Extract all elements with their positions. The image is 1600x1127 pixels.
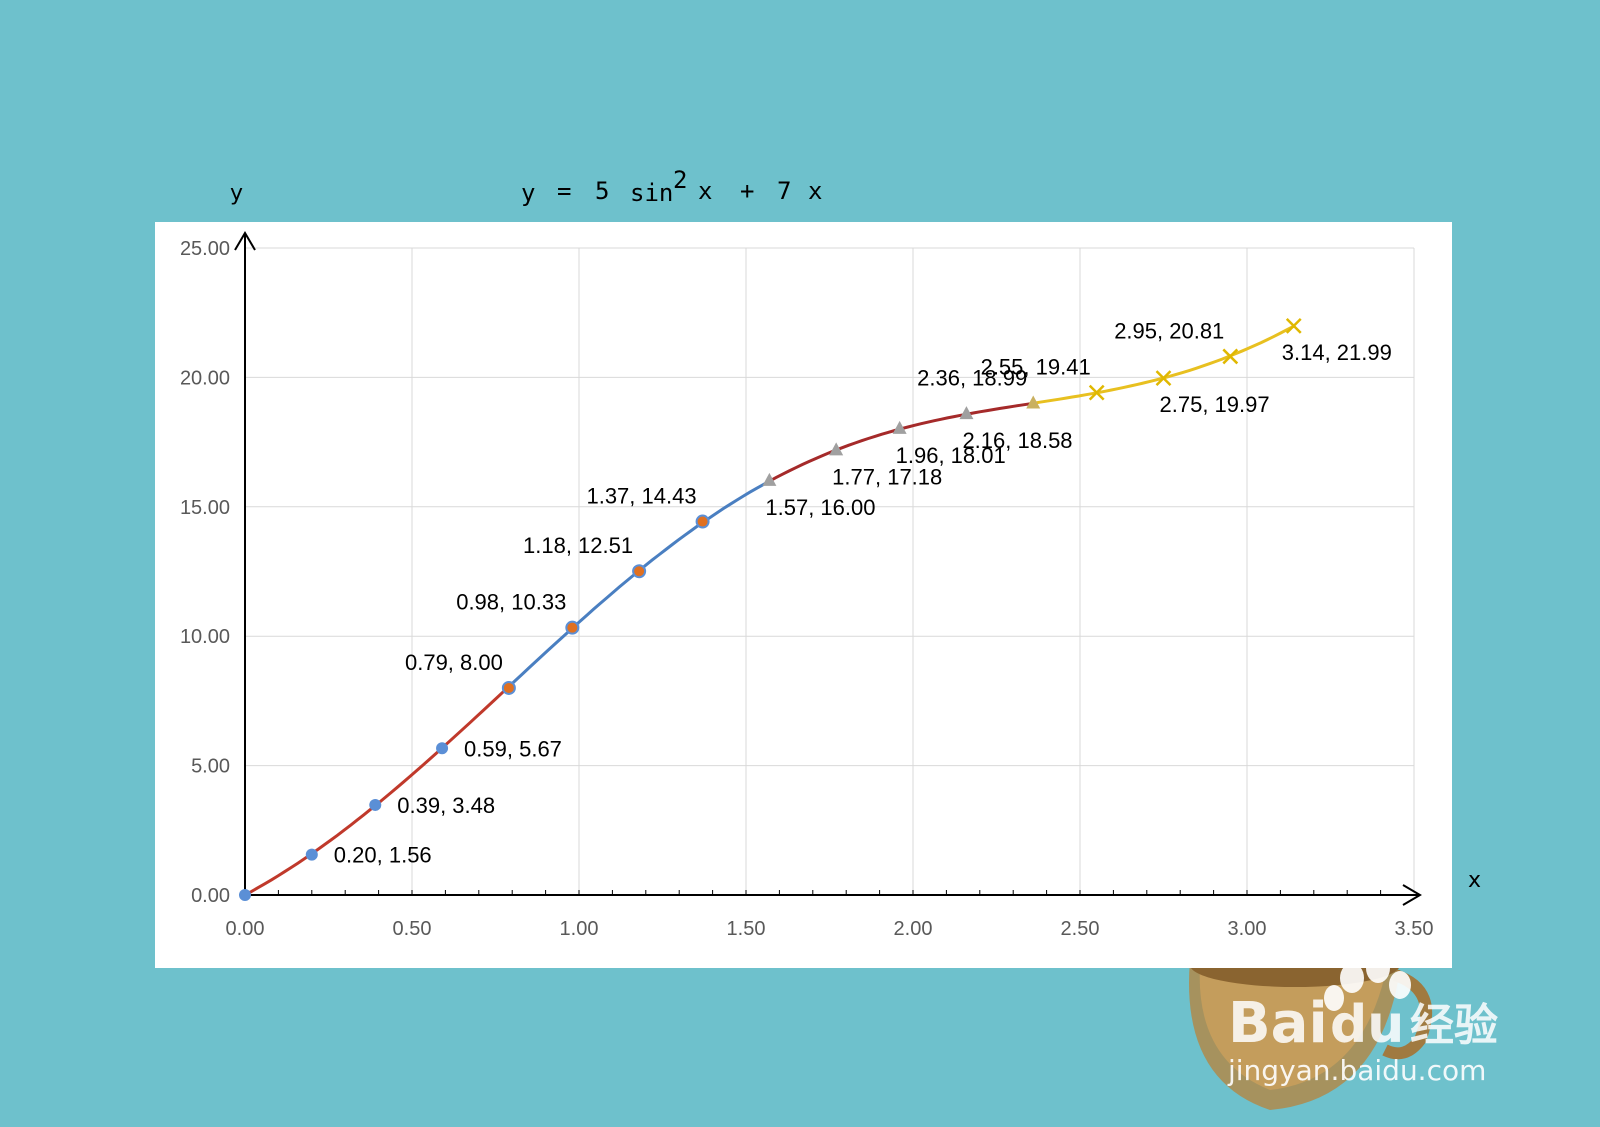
data-point-marker [501,680,516,695]
watermark: Bai du 经验 jingyan.baidu.com [1189,943,1498,1110]
y-tick-label: 25.00 [180,238,230,260]
data-point-marker [632,564,647,579]
data-point-marker [369,798,382,811]
data-label: 0.98, 10.33 [456,590,566,615]
y-axis-label: y [230,181,243,206]
formula-var2: x [808,177,822,205]
formula-y: y [521,179,535,207]
y-tick-label: 10.00 [180,626,230,648]
data-point-marker [1285,318,1302,334]
data-point-marker [1088,384,1105,401]
formula-plus: + [740,177,754,205]
x-axis-label: x [1468,868,1481,893]
data-label: 2.95, 20.81 [1114,318,1224,343]
watermark-brand: Bai [1228,991,1328,1056]
formula-coef: 5 [595,177,609,205]
x-tick-label: 3.00 [1228,918,1267,940]
tick-labels: 0.00 0.50 1.00 1.50 2.00 2.50 3.00 3.50 0.00 5.00… [180,238,1434,940]
y-tick-label: 15.00 [180,497,230,519]
data-label: 1.77, 17.18 [832,464,942,489]
data-point-marker [762,472,777,486]
x-tick-label: 2.50 [1061,918,1100,940]
data-point-marker [239,889,251,901]
data-label: 0.39, 3.48 [397,793,495,818]
series-markers [239,318,1302,901]
watermark-brand-tail: du [1330,995,1404,1055]
data-label: 1.57, 16.00 [765,495,875,520]
data-label: 3.14, 21.99 [1282,340,1392,365]
data-point-marker [305,848,318,861]
data-point-marker [1155,370,1172,387]
formula-fn: sin [630,179,673,207]
grid [245,247,1415,895]
data-label: 0.20, 1.56 [334,843,432,868]
data-label: 0.59, 5.67 [464,736,562,761]
x-tick-label: 1.50 [727,918,766,940]
x-axis-arrow-icon [1402,884,1422,906]
watermark-url: jingyan.baidu.com [1227,1054,1486,1087]
data-point-marker [892,420,907,434]
formula-equals: = [557,177,571,205]
chart-title: y = 5 sin 2 x + 7 x [521,166,822,207]
data-label: 1.37, 14.43 [586,484,696,509]
plot-area [155,222,1452,968]
x-tick-label: 1.00 [560,918,599,940]
data-label: 2.55, 19.41 [981,355,1091,380]
y-tick-label: 5.00 [191,756,230,778]
data-label: 1.18, 12.51 [523,533,633,558]
watermark-cn: 经验 [1410,1000,1498,1051]
formula-coef2: 7 [777,177,791,205]
y-tick-label: 20.00 [180,367,230,389]
data-point-marker [1222,348,1239,365]
data-point-marker [436,742,449,755]
data-label: 2.75, 19.97 [1160,392,1270,417]
x-tick-label: 0.00 [226,918,265,940]
data-point-marker [1026,395,1041,409]
formula-var1: x [698,177,712,205]
data-label: 1.96, 18.01 [896,443,1006,468]
data-point-marker [695,514,710,529]
data-label: 2.36, 18.99 [917,366,1027,391]
axes [234,231,1422,906]
data-point-marker [829,442,844,456]
x-tick-label: 3.50 [1395,918,1434,940]
data-label: 0.79, 8.00 [405,650,503,675]
data-point-marker [565,620,580,635]
y-tick-label: 0.00 [191,885,230,907]
formula-exponent: 2 [673,166,687,194]
x-tick-label: 2.00 [894,918,933,940]
data-label: 2.16, 18.58 [962,428,1072,453]
x-tick-label: 0.50 [393,918,432,940]
data-point-marker [959,406,974,420]
y-axis-arrow-icon [234,231,256,251]
data-labels: 0.20, 1.56 0.39, 3.48 0.59, 5.67 0.79, 8.00… [334,318,1392,867]
